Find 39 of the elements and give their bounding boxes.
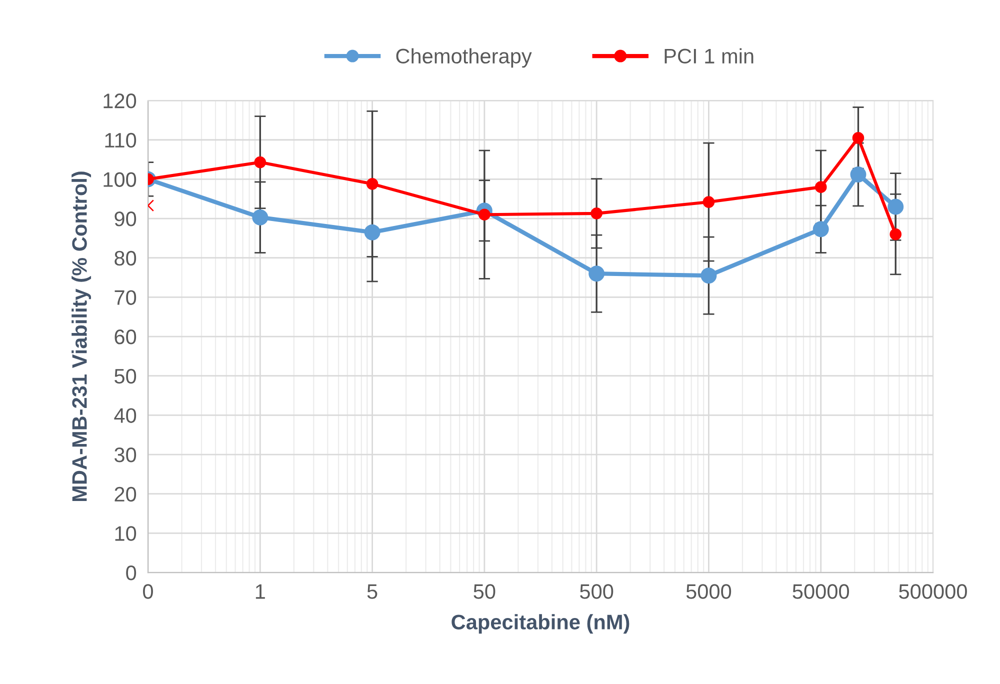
x-tick-label: 1 [256, 584, 265, 599]
point [702, 196, 715, 208]
point [364, 224, 380, 240]
y-tick-label: 90 [114, 212, 136, 226]
y-tick-label: 70 [114, 290, 136, 305]
x-tick-label: 50 [474, 584, 496, 599]
x-tick-label: 0 [143, 584, 153, 599]
point [254, 156, 266, 168]
x-tick-label: 5 [367, 584, 378, 599]
point [852, 132, 864, 144]
point [252, 209, 268, 226]
point [850, 166, 866, 182]
y-tick-label: 0 [126, 566, 136, 580]
y-axis-title: MDA-MB-231 Viability (% Control) [72, 172, 92, 502]
x-tick-label: 5000 [686, 584, 732, 599]
x-tick-label: 50000 [792, 584, 850, 599]
y-tick-label: 60 [114, 330, 136, 344]
y-tick-label: 10 [115, 526, 136, 541]
y-tick-label: 20 [114, 486, 136, 502]
x-axis-title: Capecitabine (nM) [452, 614, 630, 634]
legend-label: PCI 1 min [664, 48, 754, 64]
y-tick-label: 30 [114, 448, 136, 462]
point [590, 208, 602, 220]
x-tick-label: 500 [580, 584, 614, 599]
y-tick-label: 40 [114, 408, 136, 423]
y-tick-label: 100 [104, 172, 136, 187]
y-tick-label: 110 [105, 132, 136, 148]
point [700, 268, 717, 284]
y-tick-label: 80 [114, 250, 136, 266]
legend-label: Chemotherapy [396, 48, 532, 68]
point [888, 198, 904, 215]
y-tick-label: 50 [114, 368, 136, 384]
point [814, 181, 827, 193]
point [588, 266, 605, 282]
x-tick-label: 500000 [899, 584, 967, 599]
point [812, 221, 829, 238]
y-tick-label: 120 [104, 94, 136, 108]
point [366, 178, 378, 190]
point [890, 228, 902, 240]
